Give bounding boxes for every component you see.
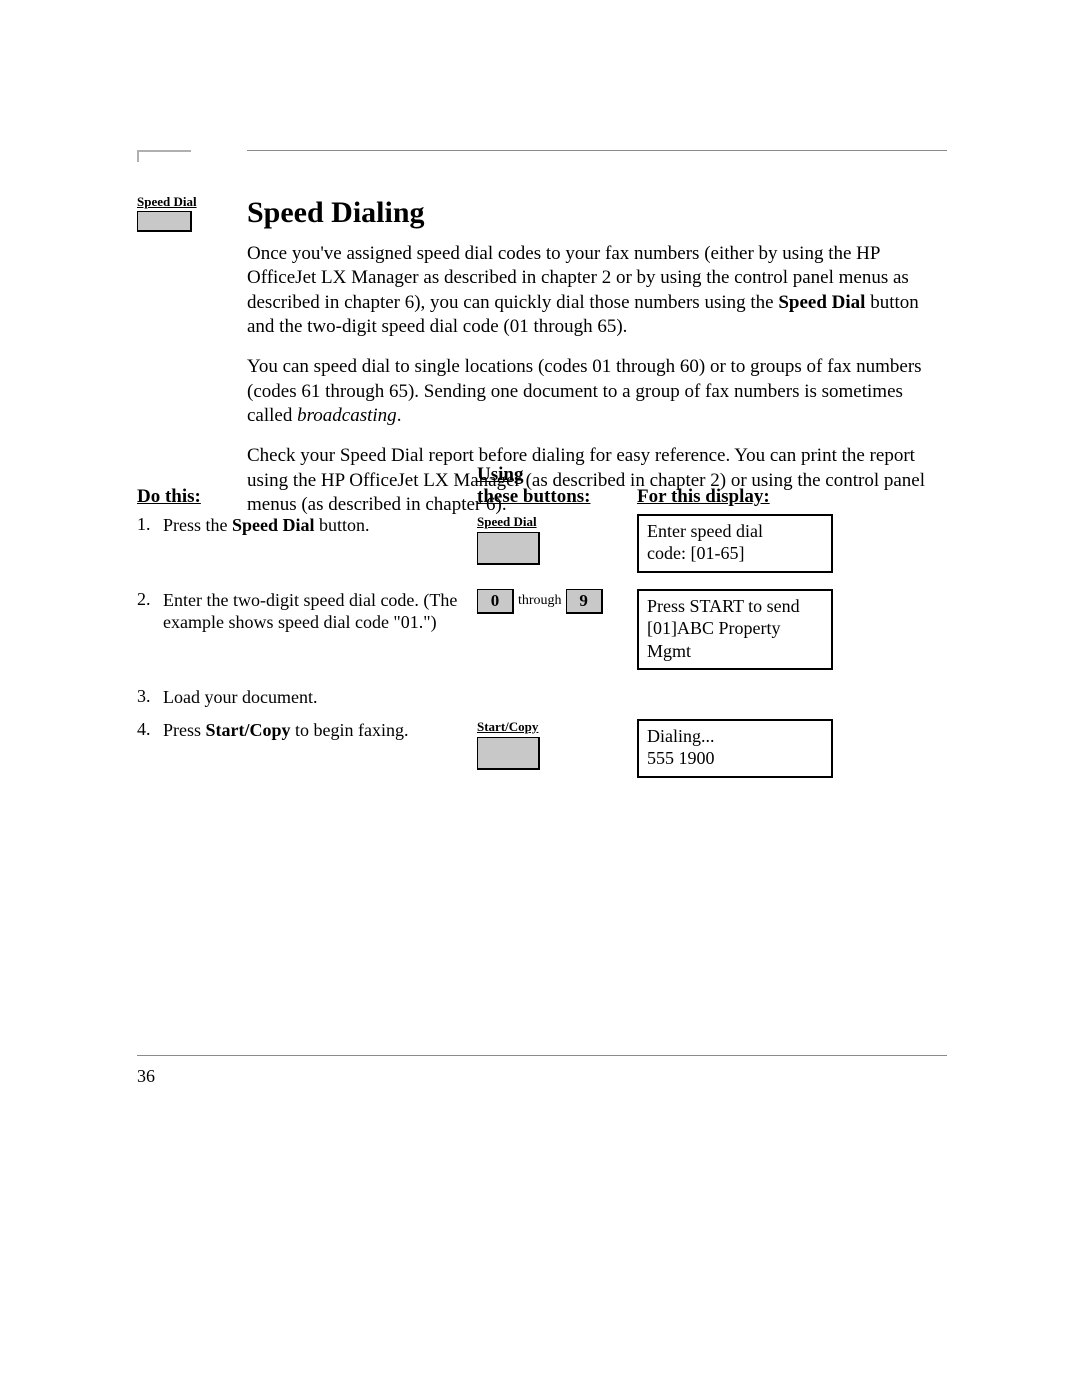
step-3-number: 3. bbox=[137, 686, 163, 709]
step-1b: button. bbox=[315, 515, 370, 535]
page-number: 36 bbox=[137, 1066, 155, 1087]
header-col2-line1: Using bbox=[477, 464, 523, 485]
step-3-text: Load your document. bbox=[163, 686, 477, 709]
display-box: Dialing... 555 1900 bbox=[637, 719, 833, 778]
speed-dial-button-label: Speed Dial bbox=[477, 514, 637, 530]
step-1-text: Press the Speed Dial button. bbox=[163, 514, 477, 537]
step-3: 3. Load your document. bbox=[137, 686, 477, 709]
numkey-9-icon: 9 bbox=[566, 589, 603, 614]
step-2-buttons: 0 through 9 bbox=[477, 589, 637, 614]
instruction-table: Do this: Using these buttons: For this d… bbox=[137, 464, 947, 794]
header-for-display: For this display: bbox=[637, 486, 837, 508]
paragraph-2: You can speed dial to single locations (… bbox=[247, 355, 947, 428]
step-2-number: 2. bbox=[137, 589, 163, 634]
table-row: 3. Load your document. bbox=[137, 686, 947, 709]
display-2-line2: [01]ABC Property Mgmt bbox=[647, 618, 781, 661]
step-2-display: Press START to send [01]ABC Property Mgm… bbox=[637, 589, 837, 671]
step-4b: to begin faxing. bbox=[291, 720, 409, 740]
header-using-buttons: Using these buttons: bbox=[477, 464, 637, 508]
step-2: 2. Enter the two-digit speed dial code. … bbox=[137, 589, 477, 634]
paragraph-1: Once you've assigned speed dial codes to… bbox=[247, 242, 947, 339]
corner-mark-icon bbox=[137, 150, 191, 162]
step-1a: Press the bbox=[163, 515, 232, 535]
step-4-text: Press Start/Copy to begin faxing. bbox=[163, 719, 477, 742]
numkey-0-icon: 0 bbox=[477, 589, 514, 614]
display-box: Press START to send [01]ABC Property Mgm… bbox=[637, 589, 833, 671]
table-row: 2. Enter the two-digit speed dial code. … bbox=[137, 589, 947, 671]
step-4-button: Start/Copy bbox=[477, 719, 637, 770]
through-label: through bbox=[518, 593, 562, 609]
step-4-bold: Start/Copy bbox=[206, 720, 291, 740]
step-1-display: Enter speed dial code: [01-65] bbox=[637, 514, 837, 573]
step-1: 1. Press the Speed Dial button. bbox=[137, 514, 477, 537]
paragraph-1-bold: Speed Dial bbox=[778, 292, 865, 313]
document-page: Speed Dial Speed Dialing Once you've ass… bbox=[0, 0, 1080, 1397]
sidebar-button-label: Speed Dial bbox=[137, 194, 197, 210]
display-1-line2: code: [01-65] bbox=[647, 543, 744, 563]
paragraph-2b: . bbox=[397, 405, 402, 426]
step-4a: Press bbox=[163, 720, 206, 740]
step-4-display: Dialing... 555 1900 bbox=[637, 719, 837, 778]
display-2-line1: Press START to send bbox=[647, 596, 800, 616]
paragraph-2-italic: broadcasting bbox=[297, 405, 397, 426]
display-1-line1: Enter speed dial bbox=[647, 521, 763, 541]
step-4-number: 4. bbox=[137, 719, 163, 742]
table-row: 1. Press the Speed Dial button. Speed Di… bbox=[137, 514, 947, 573]
step-1-button: Speed Dial bbox=[477, 514, 637, 565]
step-4: 4. Press Start/Copy to begin faxing. bbox=[137, 719, 477, 742]
start-copy-button-label: Start/Copy bbox=[477, 719, 637, 735]
step-2-text: Enter the two-digit speed dial code. (Th… bbox=[163, 589, 477, 634]
sidebar-speed-dial-button-icon bbox=[137, 211, 192, 232]
display-3-line2: 555 1900 bbox=[647, 748, 715, 768]
start-copy-button-icon bbox=[477, 737, 540, 770]
table-row: 4. Press Start/Copy to begin faxing. Sta… bbox=[137, 719, 947, 778]
speed-dial-button-icon bbox=[477, 532, 540, 565]
display-box: Enter speed dial code: [01-65] bbox=[637, 514, 833, 573]
header-col2-line2: these buttons: bbox=[477, 486, 590, 507]
step-1-number: 1. bbox=[137, 514, 163, 537]
page-title: Speed Dialing bbox=[247, 196, 947, 230]
display-3-line1: Dialing... bbox=[647, 726, 715, 746]
bottom-rule bbox=[137, 1055, 947, 1056]
top-rule bbox=[247, 150, 947, 151]
column-headers-row: Do this: Using these buttons: For this d… bbox=[137, 464, 947, 508]
step-1-bold: Speed Dial bbox=[232, 515, 315, 535]
header-do-this: Do this: bbox=[137, 486, 477, 508]
